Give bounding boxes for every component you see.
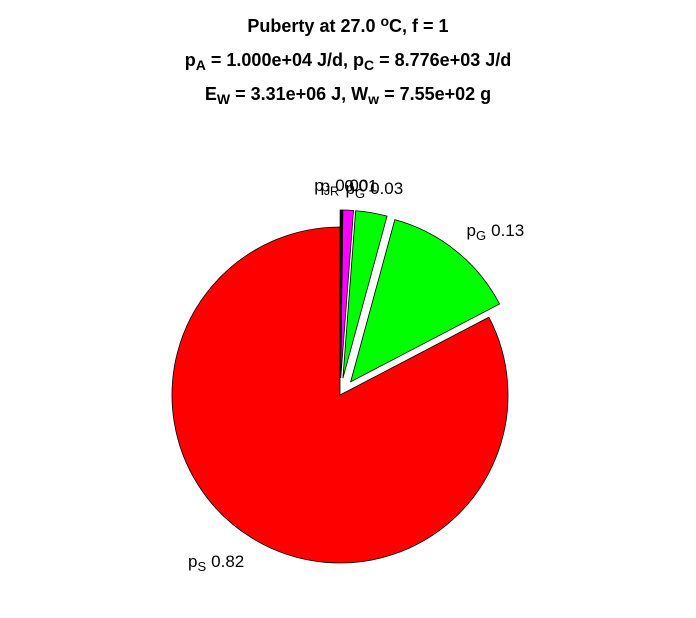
title-part: = 7.55e+02 g [379,84,491,104]
label-symbol: p [314,176,323,195]
label-sub: J [324,183,331,198]
title-part: C [364,57,374,73]
title-part: = 3.31e+06 J, W [230,84,368,104]
label-symbol: p [188,552,197,571]
pie-slice [340,209,354,379]
label-value: 0.01 [344,176,377,195]
label-sub: G [476,228,486,243]
label-value: 0.13 [491,221,524,240]
label-value: 0.00 [335,176,368,195]
label-sub: G [355,186,365,201]
title-part: Puberty at 27.0 [247,16,380,36]
label-sub: R [330,183,339,198]
slice-label: pJ 0.00 [314,176,368,198]
label-symbol: p [320,176,329,195]
title-part: = 8.776e+03 J/d [374,50,511,70]
pie-slice [171,226,509,564]
chart-title: Puberty at 27.0 oC, f = 1 [247,13,448,36]
label-value: 0.03 [370,179,403,198]
slice-label: pR 0.01 [320,176,377,198]
slice-label: pG 0.13 [467,221,525,243]
title-part: C, f = 1 [389,16,449,36]
label-value: 0.82 [211,552,244,571]
pie-slice [342,210,388,379]
title-part: = 1.000e+04 J/d, p [206,50,364,70]
title-part: w [367,91,379,107]
slice-label: pG 0.03 [345,179,403,201]
pie-slice [339,209,343,379]
chart-title: pA = 1.000e+04 J/d, pC = 8.776e+03 J/d [185,50,511,73]
label-symbol: p [467,221,476,240]
chart-title: EW = 3.31e+06 J, Ww = 7.55e+02 g [205,84,491,107]
label-sub: S [197,559,206,574]
title-part: E [205,84,217,104]
title-part: o [380,13,389,29]
title-part: W [217,91,231,107]
title-part: A [196,57,206,73]
pie-slice [350,219,501,383]
slice-label: pS 0.82 [188,552,244,574]
title-part: p [185,50,196,70]
label-symbol: p [345,179,354,198]
